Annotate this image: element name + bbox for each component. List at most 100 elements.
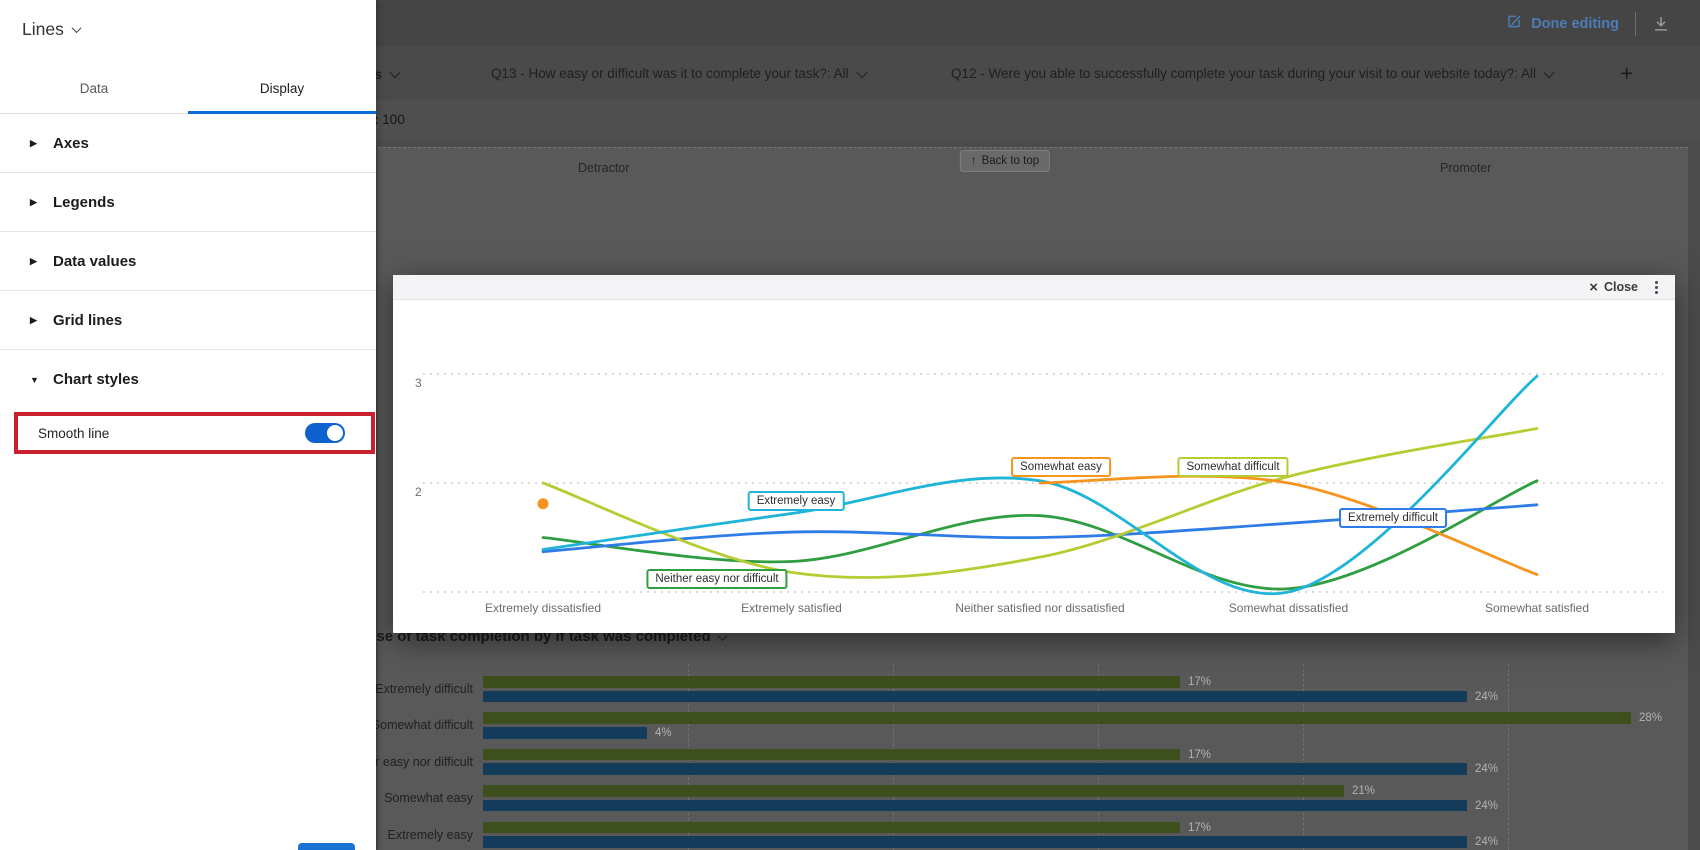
caret-right-icon: ▶ [30, 196, 37, 207]
filter-q13[interactable]: Q13 - How easy or difficult was it to co… [491, 47, 868, 100]
bar-value-label: 21% [1352, 785, 1376, 798]
section-label: Chart styles [53, 371, 139, 388]
bar-row: Somewhat easy 21% 24% [384, 785, 1700, 812]
data-point-Somewhat easy [537, 498, 549, 510]
bar-series-green [483, 785, 1344, 797]
download-icon[interactable] [1652, 15, 1670, 33]
done-editing-label: Done editing [1531, 15, 1619, 32]
bar-series-green [483, 821, 1180, 834]
chevron-down-icon [1543, 66, 1555, 78]
section-label: Data values [53, 252, 137, 270]
lines-dropdown[interactable]: Lines [22, 19, 82, 40]
tab-data[interactable]: Data [79, 81, 109, 96]
smooth-line-label: Smooth line [38, 425, 110, 441]
series-annotation-label: Extremely easy [747, 491, 845, 511]
lines-settings-sidebar: Lines Data Display ▶ Axes ▶ Legends ▶ Data va… [0, 0, 376, 850]
section-label: Grid lines [53, 311, 123, 329]
bar-series-blue [483, 763, 1467, 775]
toggle-knob [327, 425, 343, 441]
chevron-down-icon [855, 66, 868, 78]
bar-series-blue [483, 690, 1467, 703]
series-annotation-label: Neither easy nor difficult [646, 569, 788, 589]
bar-value-label: 24% [1475, 690, 1499, 703]
bar-series-green [483, 712, 1631, 724]
modal-header: × Close [393, 275, 1675, 300]
kebab-menu-icon[interactable] [1655, 285, 1658, 289]
close-button[interactable]: × Close [1589, 280, 1638, 295]
chart-preview-modal: × Close 2 3 Extremely dissatisfied Extremel… [393, 275, 1675, 633]
promoter-label: Promoter [1440, 161, 1492, 175]
bar-value-label: 17% [1188, 748, 1212, 761]
bar-gridline [1303, 664, 1304, 850]
bar-value-label: 24% [1475, 763, 1499, 776]
sidebar-section-axes[interactable]: ▶ Axes [0, 114, 376, 173]
x-category-label: Somewhat dissatisfied [1229, 601, 1348, 615]
chevron-down-icon [389, 66, 401, 78]
section-label: Legends [53, 193, 115, 211]
bar-chart: Extremely difficult 17% 24% Somewhat diffic… [339, 664, 1700, 850]
caret-right-icon: ▶ [30, 314, 37, 325]
smooth-line-toggle[interactable] [305, 423, 345, 443]
caret-right-icon: ▶ [30, 255, 37, 266]
series-annotation-label: Somewhat difficult [1177, 457, 1289, 477]
sidebar-section-data-values[interactable]: ▶ Data values [0, 232, 376, 291]
bar-row: Extremely easy 17% 24% [388, 821, 1700, 849]
bar-value-label: 17% [1188, 676, 1212, 688]
up-arrow-icon: ↑ [970, 155, 977, 167]
bar-value-label: 17% [1188, 821, 1212, 834]
caret-down-icon: ▼ [30, 374, 39, 385]
sidebar-tabs: Data Display [0, 0, 376, 114]
sidebar-sections: ▶ Axes ▶ Legends ▶ Data values ▶ Grid lines ▼ Cha… [0, 114, 376, 409]
edit-pencil-icon [1506, 13, 1523, 34]
filter-q12[interactable]: Q12 - Were you able to successfully comp… [951, 47, 1555, 100]
smooth-line-highlight-box: Smooth line [14, 412, 375, 454]
x-category-label: Somewhat satisfied [1485, 601, 1589, 615]
series-annotation-label: Somewhat easy [1011, 457, 1111, 477]
sidebar-section-legends[interactable]: ▶ Legends [0, 173, 376, 232]
bar-value-label: 4% [655, 726, 672, 739]
series-annotation-label: Extremely difficult [1339, 508, 1447, 528]
back-to-top-label: Back to top [981, 155, 1040, 167]
bar-category-label: Extremely easy [387, 827, 473, 842]
tab-display[interactable]: Display [188, 81, 376, 114]
bar-row: Neither easy nor difficult 17% 24% [339, 748, 1700, 776]
bar-category-label: Somewhat easy [384, 791, 473, 806]
plus-icon: + [1620, 60, 1634, 86]
done-editing-button[interactable]: Done editing [1506, 13, 1619, 34]
y-tick-label: 3 [415, 376, 422, 390]
filter-q13-label: Q13 - How easy or difficult was it to co… [491, 66, 849, 81]
close-label: Close [1603, 280, 1638, 294]
toolbar-divider [1635, 11, 1636, 36]
bar-series-blue [483, 726, 647, 739]
x-category-label: Extremely dissatisfied [485, 601, 601, 615]
section-label: Axes [53, 134, 89, 152]
add-filter-button[interactable]: + [1620, 47, 1633, 100]
bar-gridline [1508, 664, 1509, 850]
sidebar-section-grid-lines[interactable]: ▶ Grid lines [0, 291, 376, 350]
bar-category-label: Extremely difficult [375, 682, 473, 696]
line-series-somewhat-difficult [541, 427, 1539, 579]
lines-title: Lines [22, 19, 64, 39]
bar-series-green [483, 676, 1180, 688]
close-icon: × [1589, 278, 1598, 296]
bar-value-label: 28% [1639, 712, 1663, 725]
line-series-somewhat-easy [1038, 474, 1539, 576]
filter-q12-label: Q12 - Were you able to successfully comp… [951, 66, 1537, 81]
bar-value-label: 24% [1475, 836, 1499, 849]
sidebar-bottom-button-fragment[interactable] [298, 843, 355, 850]
responses-value: 100 [382, 112, 405, 127]
bar-series-green [483, 748, 1180, 761]
bar-series-blue [483, 836, 1467, 848]
back-to-top-button[interactable]: ↑ Back to top [959, 150, 1051, 172]
detractor-label: Detractor [578, 161, 630, 175]
bar-category-label: Somewhat difficult [371, 718, 473, 733]
line-series-neither-easy-nor-difficult [541, 479, 1539, 591]
caret-right-icon: ▶ [30, 137, 37, 148]
bar-row: Somewhat difficult 28% 4% [372, 712, 1700, 739]
bar-series-blue [483, 799, 1467, 812]
line-chart: 2 3 Extremely dissatisfied Extremely satisf… [415, 373, 1663, 615]
x-category-label: Extremely satisfied [741, 601, 842, 615]
bar-value-label: 24% [1475, 799, 1499, 812]
x-category-label: Neither satisfied nor dissatisfied [955, 601, 1124, 615]
sidebar-section-chart-styles[interactable]: ▼ Chart styles [0, 350, 376, 409]
